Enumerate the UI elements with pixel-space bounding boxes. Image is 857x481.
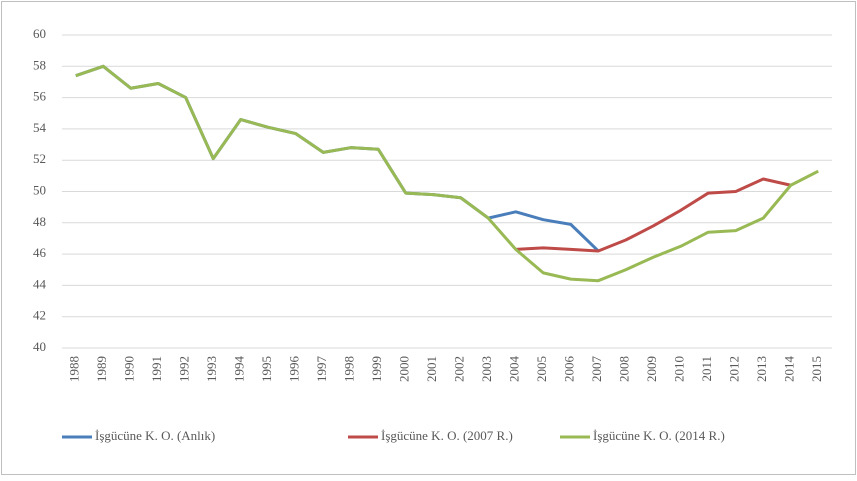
line: [515, 177, 792, 253]
y-tick-label: 58: [33, 57, 46, 72]
x-tick-label: 2014: [782, 356, 797, 383]
legend-label: İşgücüne K. O. (2014 R.): [593, 428, 725, 443]
x-tick-label: 1998: [342, 356, 357, 382]
y-tick-label: 40: [33, 339, 46, 354]
x-tick-label: 1992: [177, 356, 192, 382]
x-tick-label: 2008: [617, 356, 632, 382]
y-tick-label: 48: [33, 214, 46, 229]
x-tick-label: 2004: [507, 356, 522, 383]
legend-label: İşgücüne K. O. (Anlık): [95, 428, 215, 443]
y-tick-label: 52: [33, 151, 46, 166]
x-tick-label: 2015: [809, 356, 824, 382]
y-tick-label: 54: [33, 120, 47, 135]
x-tick-label: 2003: [479, 356, 494, 382]
y-tick-label: 56: [33, 89, 47, 104]
x-tick-label: 1995: [259, 356, 274, 382]
x-tick-label: 2000: [397, 356, 412, 382]
x-tick-label: 2002: [452, 356, 467, 382]
y-tick-label: 46: [33, 245, 47, 260]
x-tick-label: 2013: [754, 356, 769, 382]
x-tick-label: 2007: [589, 356, 604, 383]
x-tick-label: 1988: [67, 356, 82, 382]
x-tick-label: 1991: [149, 356, 164, 382]
y-tick-label: 44: [33, 276, 47, 291]
y-tick-label: 50: [33, 182, 46, 197]
x-tick-label: 1994: [232, 356, 247, 383]
legend-label: İşgücüne K. O. (2007 R.): [381, 428, 513, 443]
x-tick-label: 1996: [287, 356, 302, 383]
x-tick-label: 2010: [672, 356, 687, 382]
x-tick-label: 1993: [204, 356, 219, 382]
x-tick-label: 1990: [122, 356, 137, 382]
y-tick-label: 42: [33, 308, 46, 323]
x-tick-label: 2006: [562, 356, 577, 383]
line: [75, 64, 819, 283]
x-tick-label: 1999: [369, 356, 384, 382]
x-tick-label: 2012: [727, 356, 742, 382]
x-tick-label: 1989: [94, 356, 109, 382]
x-tick-label: 2009: [644, 356, 659, 382]
x-tick-label: 2005: [534, 356, 549, 382]
x-tick-label: 1997: [314, 356, 329, 383]
x-tick-label: 2001: [424, 356, 439, 382]
y-tick-label: 60: [33, 26, 46, 41]
x-tick-label: 2011: [699, 356, 714, 382]
